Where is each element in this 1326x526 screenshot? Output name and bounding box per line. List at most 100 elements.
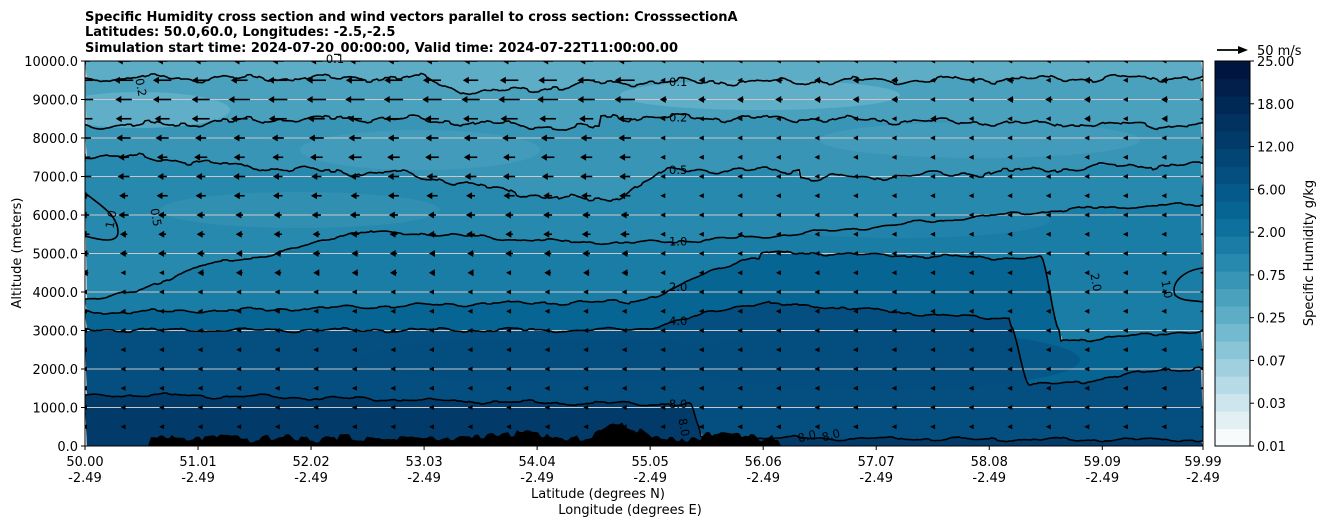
wind-vector — [1161, 424, 1167, 430]
wind-vector — [1122, 135, 1128, 141]
wind-vector — [660, 289, 666, 295]
wind-vector — [930, 61, 936, 64]
wind-vector — [853, 289, 859, 295]
wind-vector — [1122, 328, 1128, 333]
contour-label: 2.0 — [669, 280, 687, 294]
wind-vector — [853, 135, 859, 141]
x-tick-label-lon: -2.49 — [294, 471, 328, 486]
wind-vector — [814, 96, 821, 103]
wind-vector — [351, 250, 359, 257]
wind-vector — [968, 270, 974, 276]
wind-vector — [118, 211, 129, 219]
x-tick-label-lon: -2.49 — [407, 471, 441, 486]
wind-vector — [390, 347, 396, 353]
wind-vector — [1122, 289, 1128, 295]
wind-vector — [853, 61, 859, 64]
wind-vector — [390, 366, 396, 372]
horizontal-gridlines — [85, 99, 1203, 408]
wind-vector — [968, 116, 974, 122]
wind-vector — [236, 308, 242, 314]
wind-vector — [660, 270, 666, 276]
colorbar-swatch — [1215, 183, 1250, 202]
wind-vector — [660, 193, 666, 199]
wind-vector — [1161, 385, 1167, 391]
wind-vector — [968, 405, 974, 410]
wind-vector — [274, 385, 280, 391]
wind-vector — [345, 76, 364, 84]
wind-vector — [660, 308, 666, 314]
wind-vector — [506, 289, 512, 295]
wind-vector — [467, 347, 473, 353]
wind-vector — [467, 366, 473, 372]
wind-vector — [891, 424, 897, 430]
wind-vector — [462, 76, 479, 84]
wind-vector — [230, 115, 248, 123]
wind-vector — [968, 135, 974, 141]
wind-vector — [428, 250, 435, 257]
wind-vector — [737, 405, 743, 410]
wind-vector — [930, 385, 936, 391]
wind-vector — [312, 250, 321, 257]
wind-vector — [698, 193, 704, 199]
wind-vector — [660, 174, 666, 179]
wind-vector — [503, 153, 516, 161]
wind-vector — [506, 270, 512, 276]
wind-vector — [351, 424, 357, 430]
wind-vector — [235, 269, 243, 277]
wind-vector — [1161, 405, 1167, 410]
wind-vector — [544, 308, 550, 314]
wind-vector — [891, 308, 897, 314]
wind-vector — [1084, 424, 1090, 430]
wind-vector — [85, 98, 94, 101]
wind-vector — [930, 231, 936, 237]
y-tick-label: 10000.0 — [24, 55, 78, 70]
wind-vector — [348, 153, 362, 161]
wind-vector — [428, 405, 434, 410]
x-tick-label-lon: -2.49 — [633, 471, 667, 486]
wind-vector — [236, 347, 242, 353]
wind-vector — [737, 251, 743, 256]
wind-vector — [310, 61, 323, 65]
contour-line-4 — [85, 300, 1203, 386]
wind-vector — [698, 347, 704, 353]
wind-vector — [467, 328, 473, 333]
wind-vector — [119, 250, 128, 257]
wind-vector — [467, 424, 473, 430]
wind-vector — [1200, 367, 1203, 371]
wind-vector — [891, 174, 897, 179]
wind-vector — [583, 308, 589, 314]
colorbar-swatch — [1215, 131, 1250, 150]
wind-vector — [313, 269, 320, 277]
wind-vector — [1084, 212, 1090, 218]
wind-vector — [351, 269, 358, 277]
wind-vector — [120, 328, 126, 333]
wind-vector — [1161, 96, 1168, 103]
wind-vector — [1007, 405, 1013, 410]
wind-vector — [152, 76, 172, 84]
wind-vector — [506, 347, 512, 353]
wind-vector — [1007, 231, 1013, 237]
wind-vector — [1007, 96, 1014, 103]
wind-vector — [775, 193, 781, 199]
wind-vector — [345, 96, 365, 103]
wind-vector — [583, 424, 589, 430]
wind-vector — [583, 289, 589, 295]
wind-vector — [228, 96, 250, 103]
wind-vector — [853, 347, 859, 353]
wind-vector — [466, 192, 475, 200]
x-tick-label-lat: 57.07 — [858, 455, 895, 470]
wind-vector — [737, 366, 743, 372]
wind-vector — [614, 96, 635, 103]
wind-vector — [1084, 251, 1090, 256]
wind-vector — [737, 328, 743, 333]
wind-vector — [506, 366, 512, 372]
wind-vector — [968, 231, 974, 237]
wind-vector — [775, 212, 781, 218]
wind-vector — [156, 61, 168, 65]
colorbar-swatch — [1215, 166, 1250, 185]
wind-vector — [968, 366, 974, 372]
wind-vector — [698, 61, 704, 64]
wind-vector — [306, 76, 326, 84]
wind-vector — [968, 174, 974, 179]
wind-vector — [351, 405, 357, 410]
